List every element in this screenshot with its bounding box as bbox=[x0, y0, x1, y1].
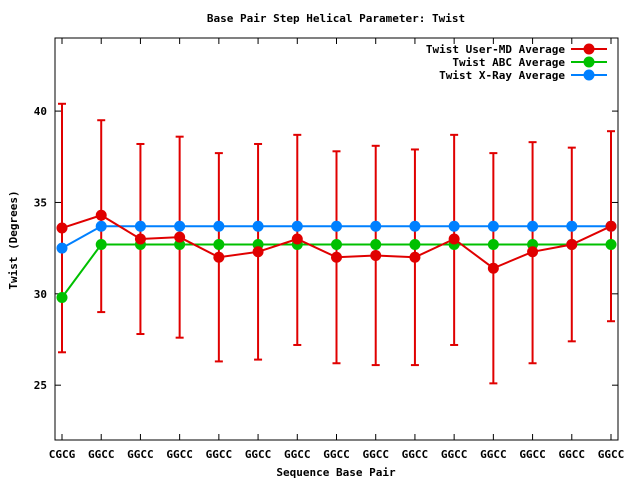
data-point bbox=[291, 220, 303, 232]
data-point bbox=[95, 220, 107, 232]
data-point bbox=[566, 220, 578, 232]
data-point bbox=[56, 222, 68, 234]
data-point bbox=[370, 220, 382, 232]
data-point bbox=[56, 291, 68, 303]
data-point bbox=[448, 233, 460, 245]
legend-swatch-point bbox=[583, 56, 595, 68]
x-tick-label: GGCC bbox=[284, 448, 311, 461]
data-point bbox=[409, 251, 421, 263]
x-tick-label: GGCC bbox=[323, 448, 350, 461]
x-tick-label: GGCC bbox=[441, 448, 468, 461]
data-point bbox=[213, 220, 225, 232]
legend-swatch-point bbox=[583, 69, 595, 81]
data-point bbox=[252, 246, 264, 258]
data-point bbox=[370, 249, 382, 261]
data-point bbox=[56, 242, 68, 254]
chart-title: Base Pair Step Helical Parameter: Twist bbox=[207, 12, 465, 25]
data-point bbox=[331, 238, 342, 250]
y-axis-label: Twist (Degrees) bbox=[7, 190, 20, 289]
data-point bbox=[566, 238, 578, 250]
data-point bbox=[213, 251, 225, 263]
x-tick-label: GGCC bbox=[127, 448, 154, 461]
data-point bbox=[409, 220, 421, 232]
data-point bbox=[95, 238, 107, 250]
data-point bbox=[291, 233, 303, 245]
data-point bbox=[487, 238, 499, 250]
y-tick-label: 25 bbox=[34, 379, 47, 392]
axes: 25 30 35 40 CGCG GGCC GGCC GGCC GGCC GGCC GGCC GGCC… bbox=[34, 38, 625, 461]
data-point bbox=[174, 220, 186, 232]
x-tick-label: GGCC bbox=[206, 448, 233, 461]
series-group bbox=[56, 209, 617, 303]
data-point bbox=[487, 220, 499, 232]
data-point bbox=[331, 220, 342, 232]
x-tick-label: GGCC bbox=[88, 448, 115, 461]
legend-label: Twist User-MD Average bbox=[426, 43, 565, 56]
data-point bbox=[213, 238, 225, 250]
legend-label: Twist ABC Average bbox=[452, 56, 565, 69]
data-point bbox=[331, 251, 342, 263]
x-tick-label: GGCC bbox=[480, 448, 507, 461]
data-point bbox=[527, 220, 539, 232]
y-tick-label: 35 bbox=[34, 196, 47, 209]
x-tick-label: GGCC bbox=[402, 448, 429, 461]
data-point bbox=[448, 220, 460, 232]
legend-label: Twist X-Ray Average bbox=[439, 69, 565, 82]
data-point bbox=[605, 238, 617, 250]
data-point bbox=[487, 262, 499, 274]
data-point bbox=[370, 238, 382, 250]
legend-swatch-point bbox=[583, 43, 595, 55]
x-tick-label: GGCC bbox=[519, 448, 546, 461]
data-point bbox=[605, 220, 617, 232]
x-tick-label: CGCG bbox=[49, 448, 76, 461]
x-tick-label: GGCC bbox=[245, 448, 272, 461]
data-point bbox=[174, 231, 186, 243]
x-tick-label: GGCC bbox=[166, 448, 193, 461]
x-tick-label: GGCC bbox=[362, 448, 389, 461]
data-point bbox=[134, 220, 146, 232]
data-point bbox=[134, 233, 146, 245]
x-tick-label: GGCC bbox=[598, 448, 625, 461]
x-axis-label: Sequence Base Pair bbox=[276, 466, 396, 479]
x-tick-label: GGCC bbox=[559, 448, 586, 461]
y-tick-label: 30 bbox=[34, 288, 47, 301]
data-point bbox=[95, 209, 107, 221]
data-point bbox=[252, 220, 264, 232]
data-point bbox=[409, 238, 421, 250]
y-tick-label: 40 bbox=[34, 105, 47, 118]
data-point bbox=[527, 246, 539, 258]
